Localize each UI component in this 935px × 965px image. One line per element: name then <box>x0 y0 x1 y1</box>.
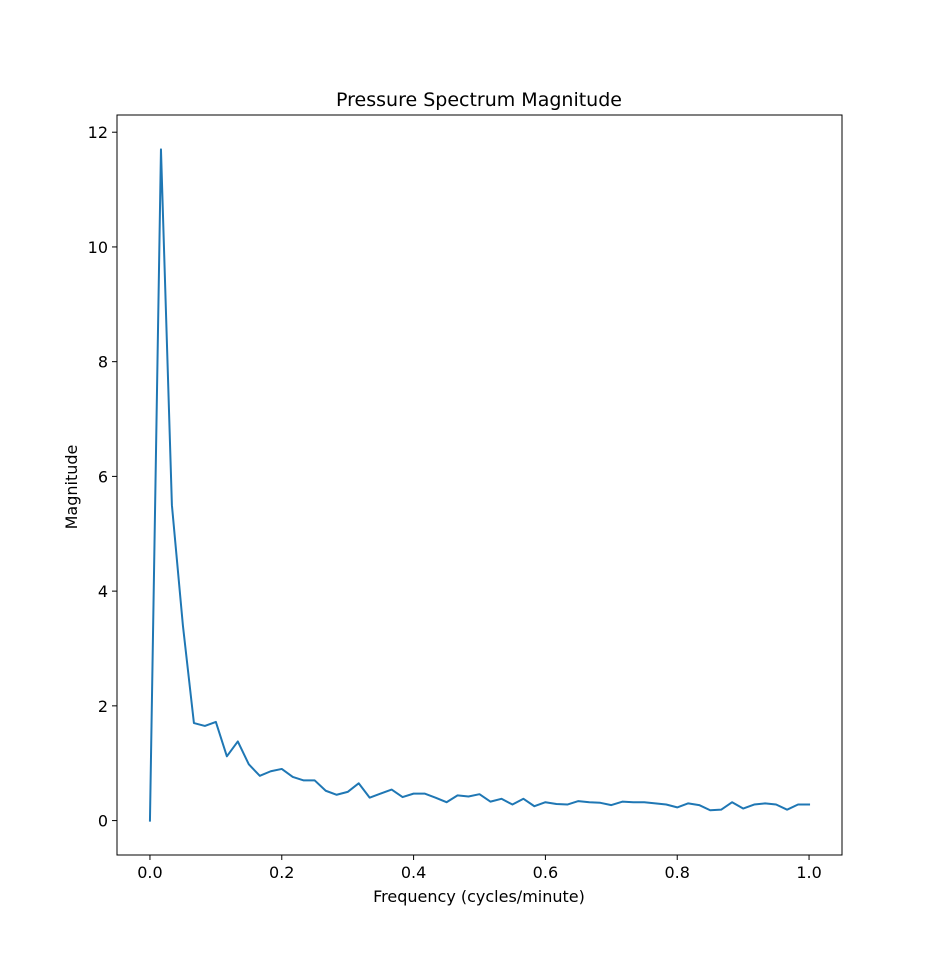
y-tick-label: 12 <box>88 123 108 142</box>
y-tick-label: 8 <box>98 353 108 372</box>
y-tick-label: 0 <box>98 812 108 831</box>
y-axis-ticks: 0 2 4 6 8 10 12 <box>88 123 117 831</box>
x-tick-label: 0.4 <box>401 863 426 882</box>
y-tick-label: 4 <box>98 582 108 601</box>
series-line <box>148 148 811 822</box>
plot-frame <box>116 114 843 856</box>
x-tick-label: 0.6 <box>533 863 558 882</box>
y-axis-label: Magnitude <box>62 445 81 530</box>
x-tick-label: 0.2 <box>269 863 294 882</box>
y-tick-label: 6 <box>98 467 108 486</box>
x-tick-label: 1.0 <box>796 863 821 882</box>
x-axis-label: Frequency (cycles/minute) <box>373 887 585 906</box>
chart-title: Pressure Spectrum Magnitude <box>336 89 622 111</box>
y-tick-label: 10 <box>88 238 108 257</box>
x-axis-ticks: 0.0 0.2 0.4 0.6 0.8 1.0 <box>137 855 822 882</box>
y-tick-label: 2 <box>98 697 108 716</box>
x-tick-label: 0.8 <box>665 863 690 882</box>
x-tick-label: 0.0 <box>137 863 162 882</box>
